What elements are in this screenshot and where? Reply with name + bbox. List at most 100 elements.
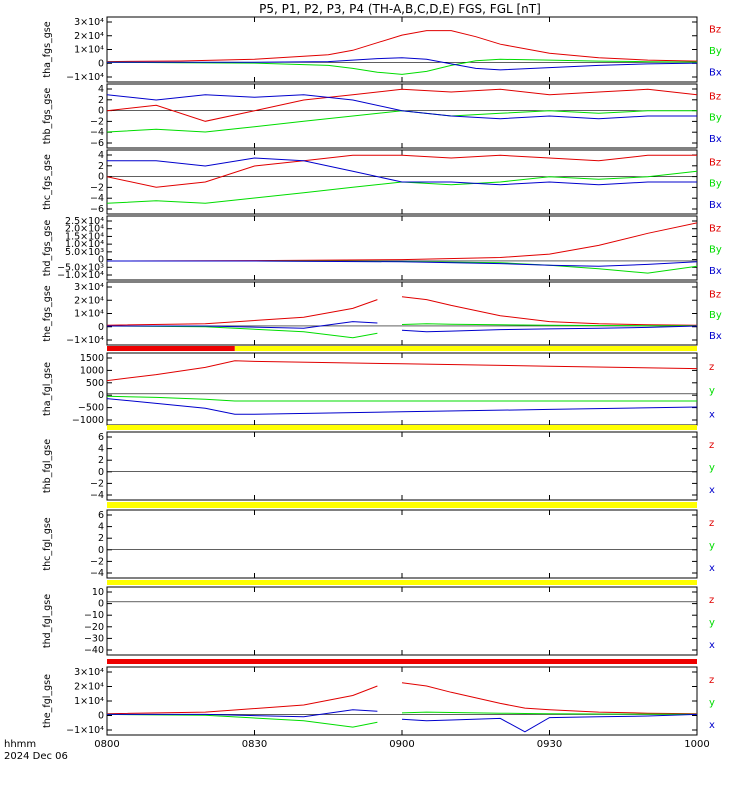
- y-tick-label: −4: [90, 193, 104, 204]
- y-tick-label: −40: [84, 645, 104, 656]
- panel-ylabel: tha_fgs_gse: [42, 21, 53, 77]
- date-label: 2024 Dec 06: [4, 751, 68, 762]
- y-tick-label: 3×10⁴: [74, 667, 104, 678]
- y-tick-label: −4: [90, 568, 104, 579]
- legend-by: By: [709, 310, 722, 321]
- panel-ylabel: thd_fgl_gse: [42, 594, 53, 648]
- flag-bar-segment: [107, 346, 235, 351]
- series-z-line: [107, 685, 378, 715]
- legend-bx: Bx: [709, 331, 722, 342]
- y-tick-label: −4: [90, 490, 104, 501]
- series-by-line: [107, 110, 697, 133]
- y-tick-label: −5.0×10³: [57, 262, 104, 273]
- legend-by: By: [709, 179, 722, 190]
- legend-x: x: [709, 409, 715, 420]
- panel-ylabel: the_fgs_gse: [42, 285, 53, 341]
- y-tick-label: 2: [98, 533, 104, 544]
- panel-thb_fgs_gse: 420−2−4−6 thb_fgs_gse Bz By Bx: [42, 83, 722, 149]
- legend-x: x: [709, 485, 715, 496]
- flag-bar-segment: [107, 502, 697, 508]
- time-tick-label: 0800: [94, 739, 119, 750]
- y-tick-label: −1×10⁴: [66, 72, 104, 83]
- y-tick-label: 0: [98, 545, 104, 556]
- y-tick-label: 0: [98, 390, 104, 401]
- legend-y: y: [709, 698, 715, 709]
- y-tick-label: 2.0×10⁴: [65, 224, 104, 235]
- series-by-line: [107, 260, 697, 274]
- time-tick-label: 1000: [684, 739, 709, 750]
- y-tick-label: −1.0×10⁴: [57, 270, 104, 281]
- legend-bz: Bz: [709, 158, 721, 169]
- legend-bx: Bx: [709, 200, 722, 211]
- flag-bars: [107, 346, 698, 664]
- panel-ylabel: thd_fgs_gse: [42, 220, 53, 277]
- panel-frame: [106, 586, 698, 656]
- panel-frame: [106, 16, 698, 83]
- series-y-line: [107, 713, 378, 728]
- legend-y: y: [709, 618, 715, 629]
- legend-bz: Bz: [709, 92, 721, 103]
- series-x-line: [107, 709, 378, 718]
- series-bx-line: [107, 57, 697, 71]
- panel-frame: [106, 215, 698, 281]
- panel-ylabel: the_fgl_gse: [42, 674, 53, 728]
- panel-ylabel: thb_fgs_gse: [42, 88, 53, 145]
- flag-bar-segment: [107, 580, 697, 585]
- panel-thc_fgs_gse: 420−2−4−6 thc_fgs_gse Bz By Bx: [42, 149, 722, 215]
- legend-by: By: [709, 113, 722, 124]
- panel-frame: [106, 83, 698, 149]
- y-tick-label: 1×10⁴: [74, 696, 104, 707]
- series-y-line: [401, 711, 697, 715]
- series-y-line: [107, 395, 697, 402]
- y-tick-label: 4: [98, 84, 104, 95]
- time-tick-label: 0930: [537, 739, 562, 750]
- y-tick-label: −30: [84, 633, 104, 644]
- panel-thd_fgl_gse: 100−10−20−30−40 thd_fgl_gse z yx: [42, 586, 715, 656]
- y-tick-label: 6: [98, 432, 104, 443]
- y-tick-label: −2: [90, 478, 104, 489]
- time-tick-label: 0830: [242, 739, 267, 750]
- flag-bar-segment: [107, 425, 697, 430]
- legend-y: y: [709, 463, 715, 474]
- y-tick-label: 6: [98, 510, 104, 521]
- y-tick-label: 0: [98, 599, 104, 610]
- panels: 3×10⁴ 2×10⁴ 1×10⁴ 0 −1×10⁴ tha_fgs_gse Bz By Bx 4…: [42, 16, 722, 736]
- legend-y: y: [709, 541, 715, 552]
- legend-z: z: [709, 595, 714, 606]
- series-z-line: [107, 360, 697, 382]
- y-tick-label: 5.0×10³: [65, 247, 104, 258]
- y-tick-label: 1.0×10⁴: [65, 239, 104, 250]
- series-by-line: [107, 325, 378, 339]
- series-bz-line: [401, 296, 697, 326]
- y-tick-label: −1000: [72, 415, 104, 426]
- y-tick-label: 4: [98, 444, 104, 455]
- time-axis: hhmm 2024 Dec 06 0800 0830 0900 0930 1000: [4, 739, 710, 762]
- y-tick-label: −500: [78, 403, 104, 414]
- legend-z: z: [709, 675, 714, 686]
- legend-bz: Bz: [709, 289, 721, 300]
- series-bz-line: [107, 154, 697, 188]
- y-tick-label: −2: [90, 182, 104, 193]
- series-bx-line: [107, 321, 378, 329]
- series-bx-line: [107, 94, 697, 120]
- series-by-line: [107, 170, 697, 204]
- panel-ylabel: thb_fgl_gse: [42, 439, 53, 493]
- y-tick-label: −6: [90, 204, 104, 215]
- series-bx-line: [107, 157, 697, 186]
- legend-bz: Bz: [709, 224, 721, 235]
- legend-y: y: [709, 386, 715, 397]
- panel-frame: [106, 431, 698, 501]
- y-tick-label: 0: [98, 255, 104, 266]
- series-z-line: [401, 682, 697, 715]
- y-tick-label: 2: [98, 161, 104, 172]
- y-tick-label: 1000: [80, 365, 104, 376]
- panel-ylabel: thc_fgs_gse: [42, 154, 53, 210]
- legend-z: z: [709, 440, 714, 451]
- y-tick-label: 2×10⁴: [74, 682, 104, 693]
- y-tick-label: 1×10⁴: [74, 45, 104, 56]
- time-tick-label: 0900: [389, 739, 414, 750]
- panel-frame: [106, 666, 698, 736]
- y-tick-label: 0: [98, 172, 104, 183]
